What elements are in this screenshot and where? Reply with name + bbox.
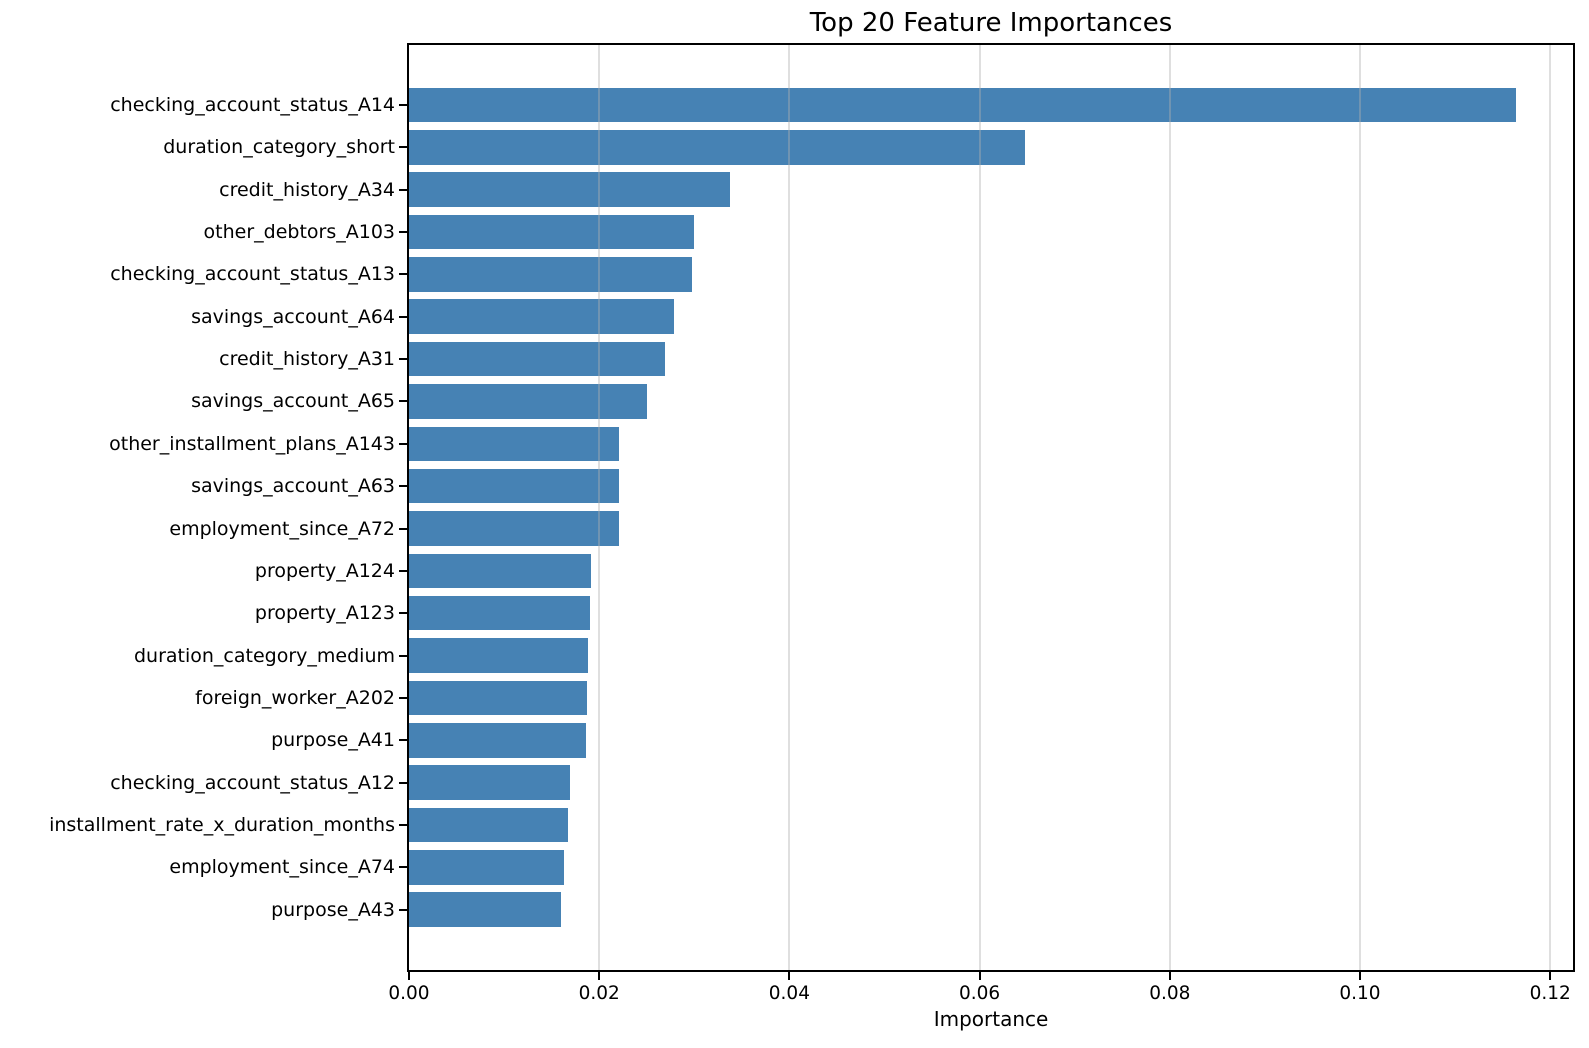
y-tick-label: installment_rate_x_duration_months [49, 814, 395, 836]
plot-area [407, 43, 1575, 972]
y-tick-mark [399, 908, 407, 911]
gridline [788, 45, 791, 970]
y-tick-mark [399, 273, 407, 276]
gridline [1168, 45, 1171, 970]
y-tick-mark [399, 485, 407, 488]
x-tick-mark [1359, 972, 1361, 980]
y-tick-mark [399, 315, 407, 318]
y-tick-label: duration_category_short [163, 136, 395, 159]
x-tick-mark [1549, 972, 1552, 980]
x-tick-mark [598, 972, 601, 980]
x-tick-label: 0.04 [768, 983, 810, 1004]
y-tick-mark [399, 654, 407, 657]
bar [409, 723, 586, 758]
bar [409, 299, 675, 334]
bar [409, 892, 562, 927]
y-tick-label: savings_account_A65 [191, 390, 395, 413]
bar [409, 130, 1026, 165]
bar [409, 680, 587, 716]
bar [409, 87, 1516, 123]
y-tick-mark [399, 400, 407, 403]
y-tick-label: property_A123 [254, 602, 395, 625]
x-tick-label: 0.12 [1529, 983, 1571, 1004]
gridline [1549, 45, 1552, 970]
y-tick-mark [399, 231, 407, 234]
bar [409, 172, 730, 207]
bar [409, 511, 620, 546]
y-tick-label: credit_history_A34 [219, 178, 395, 201]
y-tick-mark [399, 188, 407, 191]
y-tick-mark [399, 527, 407, 530]
bar [409, 850, 564, 885]
x-tick-mark [978, 972, 981, 980]
bar [409, 807, 568, 843]
x-tick-label: 0.02 [578, 983, 620, 1004]
y-tick-mark [399, 696, 407, 699]
y-tick-label: purpose_A41 [271, 729, 395, 752]
y-tick-label: checking_account_status_A12 [110, 771, 395, 794]
gridline [1359, 45, 1361, 970]
gridline [598, 45, 601, 970]
y-tick-mark [399, 146, 407, 149]
bar [409, 214, 695, 250]
bar [409, 384, 647, 419]
y-tick-label: checking_account_status_A14 [110, 94, 395, 116]
bar [409, 468, 620, 504]
y-tick-label: other_installment_plans_A143 [109, 432, 395, 455]
x-tick-label: 0.08 [1149, 983, 1191, 1004]
chart-title: Top 20 Feature Importances [809, 8, 1173, 38]
y-tick-label: employment_since_A74 [169, 856, 395, 879]
y-tick-label: property_A124 [254, 559, 395, 582]
x-tick-label: 0.00 [388, 983, 430, 1004]
x-tick-mark [788, 972, 791, 980]
y-tick-label: employment_since_A72 [169, 517, 395, 540]
y-tick-mark [399, 569, 407, 572]
y-tick-mark [399, 781, 407, 784]
x-tick-label: 0.10 [1339, 983, 1381, 1004]
y-tick-label: purpose_A43 [271, 898, 395, 921]
y-tick-mark [399, 824, 407, 826]
y-tick-label: savings_account_A63 [191, 475, 395, 498]
y-tick-label: other_debtors_A103 [203, 221, 395, 244]
y-tick-label: checking_account_status_A13 [110, 263, 395, 286]
y-tick-label: foreign_worker_A202 [195, 686, 395, 709]
y-tick-label: savings_account_A64 [191, 305, 395, 328]
x-tick-mark [408, 972, 410, 980]
y-tick-label: credit_history_A31 [219, 348, 395, 371]
x-tick-mark [1168, 972, 1171, 980]
y-tick-mark [399, 358, 407, 361]
y-tick-mark [399, 442, 407, 445]
y-tick-mark [399, 104, 407, 106]
bar [409, 595, 590, 631]
x-axis-label: Importance [933, 1007, 1049, 1031]
y-tick-mark [399, 612, 407, 615]
x-tick-label: 0.06 [958, 983, 1001, 1004]
bar [409, 426, 620, 462]
bar [409, 765, 570, 800]
y-tick-mark [399, 866, 407, 869]
bar [409, 638, 588, 673]
gridline [978, 45, 981, 970]
bar [409, 341, 665, 377]
y-tick-mark [399, 739, 407, 742]
y-tick-label: duration_category_medium [133, 644, 395, 667]
bar [409, 257, 693, 292]
bar [409, 553, 591, 589]
